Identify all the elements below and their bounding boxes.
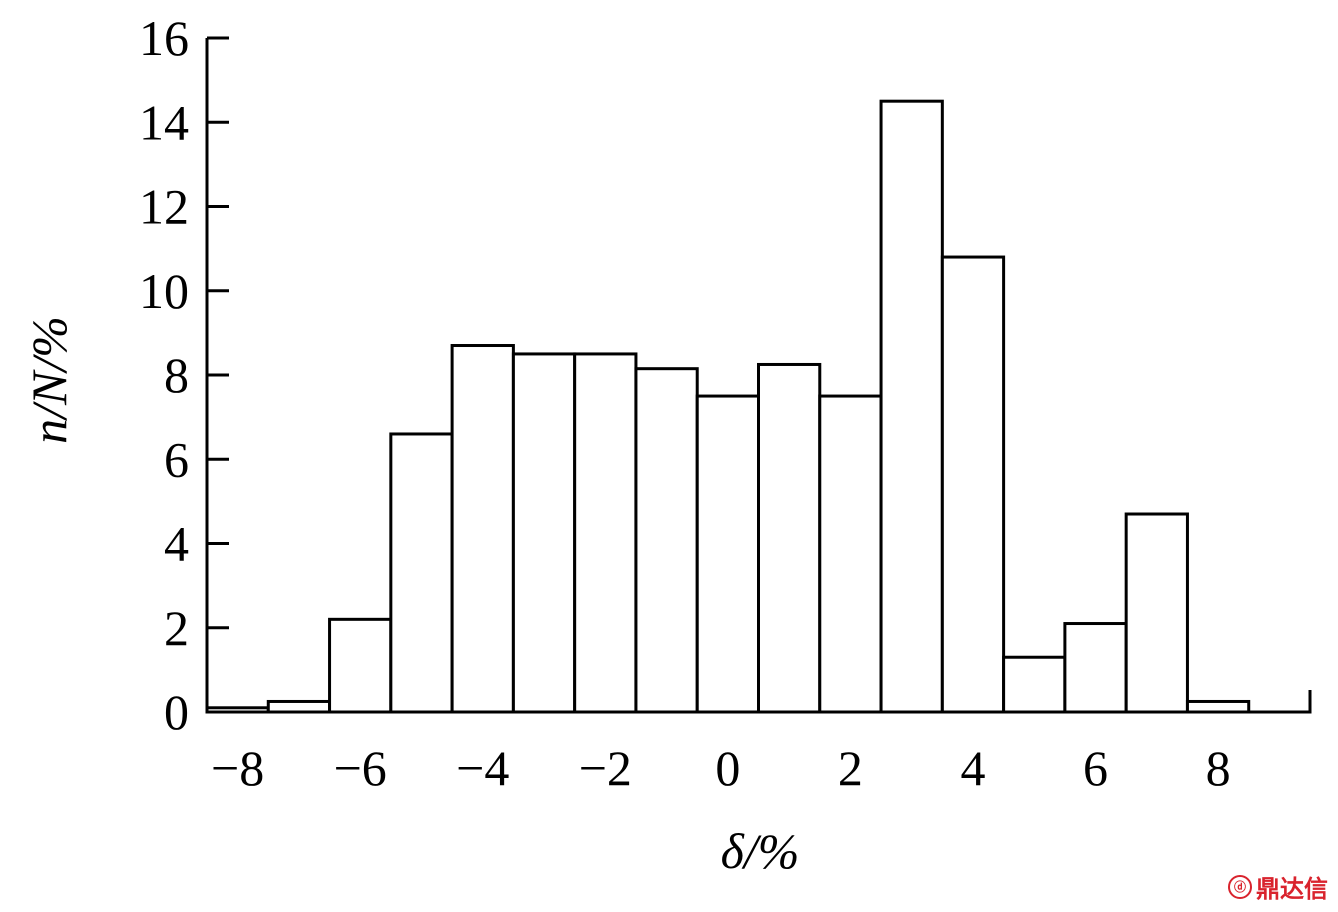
x-ticks-group: −8 −6 −4 −2 0 2 4 6 8 (211, 740, 1231, 796)
y-ticks-group: 0 2 4 6 8 10 12 14 16 (139, 10, 229, 740)
histogram-bar (940, 255, 1006, 714)
x-tick-label: −4 (456, 740, 509, 796)
histogram-bar (634, 367, 699, 714)
x-tick-label: 2 (838, 740, 863, 796)
x-tick-label: −8 (211, 740, 264, 796)
y-tick-label: 12 (139, 179, 189, 235)
y-axis-label: n/N/% (21, 316, 77, 444)
y-tick-label: 8 (164, 347, 189, 403)
histogram-bar (266, 699, 332, 714)
watermark-text: 鼎达信 (1256, 875, 1328, 903)
histogram-bar (573, 352, 638, 714)
histogram-bar (818, 394, 883, 714)
y-tick-label: 4 (164, 516, 189, 572)
bars-group (205, 99, 1251, 714)
histogram-bar (1063, 622, 1128, 714)
x-tick-label: −2 (579, 740, 632, 796)
x-tick-label: 4 (960, 740, 985, 796)
histogram-bar (450, 344, 515, 714)
histogram-bar (389, 432, 454, 714)
watermark: ⓓ 鼎达信 (1228, 869, 1328, 904)
x-tick-label: −6 (334, 740, 387, 796)
x-tick-label: 0 (715, 740, 740, 796)
watermark-logo-icon: ⓓ (1228, 874, 1252, 899)
y-tick-label: 0 (164, 684, 189, 740)
y-tick-label: 2 (164, 600, 189, 656)
histogram-bar (328, 617, 393, 714)
y-tick-label: 14 (139, 94, 189, 150)
histogram-bar (1002, 655, 1067, 714)
histogram-bar (695, 394, 761, 714)
histogram-bar (1124, 512, 1189, 714)
histogram-bar (879, 99, 944, 714)
y-tick-label: 16 (139, 10, 189, 66)
histogram-bar (1185, 699, 1251, 714)
histogram-bar (511, 352, 577, 714)
y-tick-label: 6 (164, 431, 189, 487)
x-axis-label: δ/% (721, 823, 800, 879)
x-tick-label: 8 (1206, 740, 1231, 796)
y-tick-label: 10 (139, 263, 189, 319)
histogram-bar (757, 362, 822, 714)
x-tick-label: 6 (1083, 740, 1108, 796)
